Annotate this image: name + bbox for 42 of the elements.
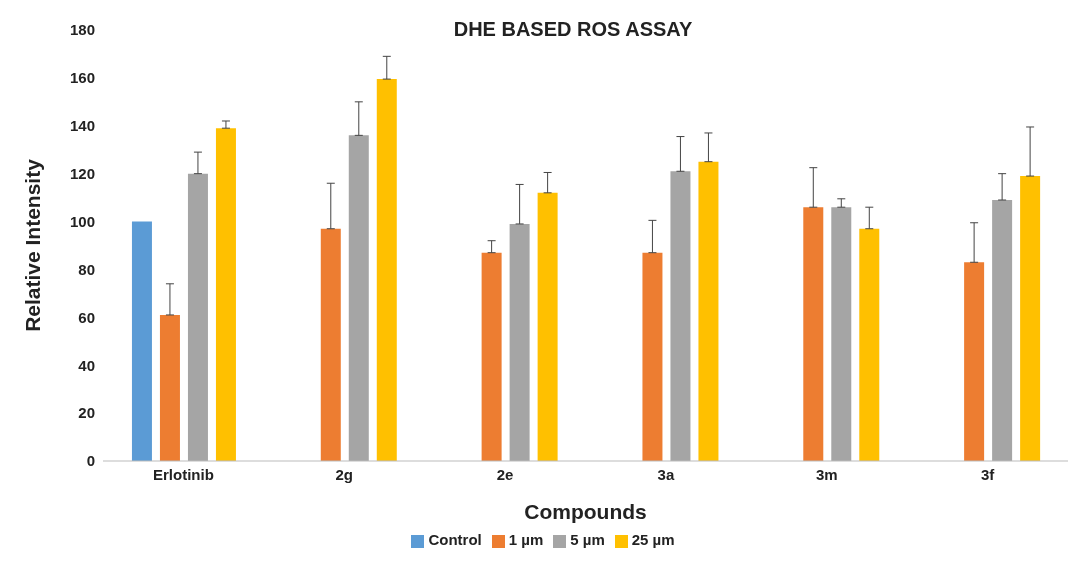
y-tick-label: 120 [69, 164, 95, 182]
y-tick-label: 140 [69, 117, 95, 135]
y-tick-label: 160 [69, 69, 95, 87]
bar [992, 200, 1013, 461]
x-tick-label: 2g [335, 465, 354, 483]
bar [131, 221, 152, 461]
x-tick-label: 3a [657, 465, 675, 483]
y-tick-label: 0 [86, 452, 95, 470]
x-tick-label: 3f [980, 465, 996, 483]
legend-label: 25 µm [631, 531, 675, 548]
x-axis-title: Compounds [524, 500, 647, 523]
bar [859, 228, 880, 461]
legend-label: 5 µm [570, 531, 605, 548]
y-tick-label: 80 [78, 260, 95, 278]
bar [537, 192, 558, 461]
bar [481, 252, 502, 461]
y-axis-title: Relative Intensity [21, 158, 45, 332]
bar [376, 79, 397, 461]
y-tick-label: 20 [78, 404, 95, 422]
bar [964, 262, 985, 461]
y-tick-label: 180 [69, 21, 95, 39]
bar [215, 128, 236, 461]
bar [1020, 176, 1041, 461]
x-tick-label: 2e [496, 465, 514, 483]
legend-label: 1 µm [508, 531, 544, 548]
bar [320, 228, 341, 461]
x-tick-label: Erlotinib [153, 465, 214, 483]
bar [509, 223, 530, 461]
bar [642, 252, 663, 461]
bar [348, 135, 369, 461]
bar [803, 207, 824, 461]
y-tick-label: 100 [69, 212, 95, 230]
x-tick-label: 3m [815, 465, 838, 483]
bar [698, 161, 719, 461]
legend-label: Control [428, 531, 482, 548]
y-tick-label: 60 [78, 308, 95, 326]
bar [831, 207, 852, 461]
bar [159, 314, 180, 461]
bar [670, 171, 691, 461]
y-tick-label: 40 [78, 356, 95, 374]
chart-title: DHE BASED ROS ASSAY [453, 18, 693, 40]
bar [187, 173, 208, 461]
